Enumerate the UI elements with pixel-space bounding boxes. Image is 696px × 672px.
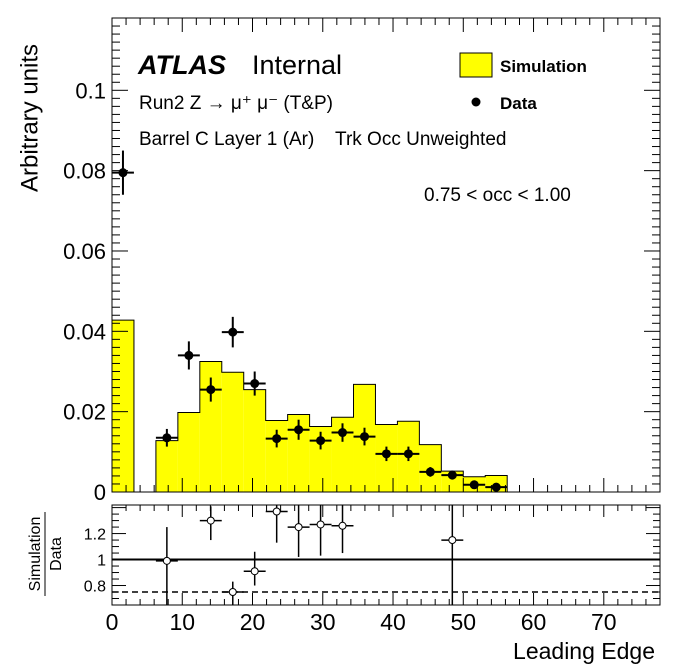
x-tick-label: 10 [169, 609, 195, 635]
main-y-tick-label: 0.02 [63, 400, 106, 425]
simulation-bar [243, 389, 266, 492]
data-point [425, 467, 435, 477]
x-tick-label: 40 [380, 609, 406, 635]
x-tick-label: 70 [591, 609, 617, 635]
legend-simulation-swatch [459, 52, 493, 78]
data-point [272, 434, 282, 444]
ratio-y-tick-label: 0.8 [84, 579, 106, 596]
ratio-point [162, 556, 171, 565]
simulation-bar [221, 372, 244, 492]
ratio-point [316, 520, 325, 529]
annotation-region: Barrel C Layer 1 (Ar) Trk Occ Unweighted [139, 129, 506, 150]
main-y-tick-label: 0.08 [63, 159, 106, 184]
ratio-y-tick-label: 1.2 [84, 527, 106, 544]
ratio-y-axis-title: Simulation Data [27, 512, 65, 596]
main-y-tick-label: 0.06 [63, 239, 106, 264]
ratio-y-tick-label: 1 [97, 553, 106, 570]
data-point [118, 168, 128, 178]
ratio-points [155, 505, 464, 605]
x-tick-label: 50 [450, 609, 476, 635]
main-y-tick-label: 0.04 [63, 319, 106, 344]
ratio-point [338, 521, 347, 530]
x-tick-label: 0 [106, 609, 119, 635]
annotation-process: Run2 Z → μ⁺ μ⁻ (T&P) [139, 93, 333, 114]
simulation-bar [331, 417, 354, 492]
data-point [447, 470, 457, 480]
ratio-point [228, 588, 237, 597]
simulation-bar [112, 320, 134, 492]
data-point [162, 433, 172, 443]
simulation-bar [287, 414, 310, 492]
main-plot-frame [111, 17, 661, 493]
x-tick-label: 60 [521, 609, 547, 635]
simulation-bar [199, 361, 222, 492]
data-point [403, 449, 413, 459]
main-y-tick-label: 0.1 [75, 78, 106, 103]
ratio-point [294, 523, 303, 532]
ratio-axis-ticks: 0 10 20 30 40 50 60 70 0.8 1 1.2 [84, 505, 661, 635]
ratio-point [206, 516, 215, 525]
ratio-point [448, 536, 457, 545]
legend-data-marker [471, 97, 481, 107]
data-point [491, 482, 501, 492]
atlas-label-text: ATLAS [137, 50, 226, 80]
data-point [206, 385, 216, 395]
ratio-y-axis-numerator: Simulation [27, 517, 44, 592]
simulation-bar [177, 412, 200, 492]
legend-simulation-label: Simulation [500, 57, 587, 76]
ratio-point [272, 507, 281, 516]
data-point [338, 428, 348, 438]
data-point [228, 327, 238, 337]
simulation-bar [155, 440, 178, 492]
annotation-occupancy-range: 0.75 < occ < 1.00 [424, 185, 571, 206]
simulation-bar [309, 426, 332, 492]
legend-data-label: Data [500, 94, 537, 113]
main-y-axis-title: Arbitrary units [16, 44, 43, 192]
legend: Simulation Data [459, 52, 587, 113]
x-axis-title: Leading Edge [513, 638, 655, 664]
atlas-label: ATLAS [137, 50, 226, 80]
ratio-y-axis-denominator: Data [48, 537, 65, 571]
simulation-outline [111, 319, 508, 493]
data-points [112, 150, 508, 492]
simulation-bar [441, 471, 464, 492]
atlas-status-label: Internal [252, 50, 342, 80]
main-axis-ticks: 0 0.02 0.04 0.06 0.08 0.1 [63, 18, 661, 505]
data-point [184, 350, 194, 360]
data-point [316, 436, 326, 446]
data-point [469, 480, 479, 490]
main-y-tick-label: 0 [94, 480, 106, 505]
data-point [360, 432, 370, 442]
data-point [381, 449, 391, 459]
x-tick-label: 20 [240, 609, 266, 635]
ratio-point [250, 567, 259, 576]
data-point [294, 425, 304, 435]
data-point [250, 379, 260, 389]
ratio-plot-frame [111, 504, 661, 606]
x-tick-label: 30 [310, 609, 336, 635]
ratio-reference-lines [112, 558, 660, 593]
